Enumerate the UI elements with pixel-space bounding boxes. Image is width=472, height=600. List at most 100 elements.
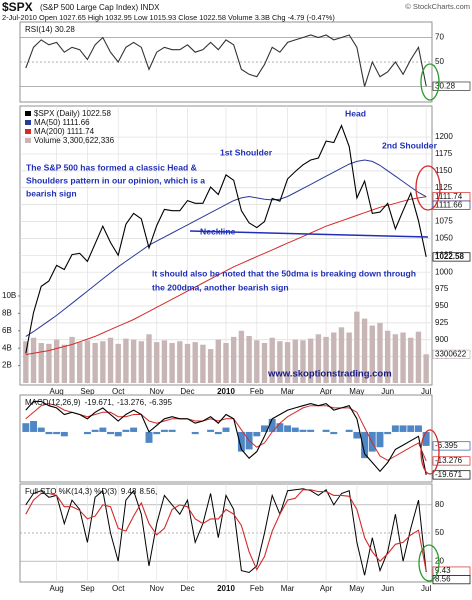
volume-bar [130, 339, 137, 383]
y-tick-label: 1000 [435, 267, 453, 276]
histogram-bar [91, 429, 99, 432]
volume-bar [377, 322, 383, 383]
series-line [25, 196, 427, 356]
x-tick-label: Sep [80, 584, 95, 593]
volume-bar [154, 342, 160, 383]
annotation: Neckline [200, 226, 236, 236]
legend-label: 8.56, [139, 487, 157, 496]
series-line [25, 400, 427, 476]
series-line [25, 488, 427, 576]
histogram-bar [145, 431, 153, 443]
y2-tick-label: 6B [2, 326, 12, 335]
value-label-box [432, 252, 471, 262]
x-tick-label: Jun [381, 584, 394, 593]
histogram-bar [322, 429, 330, 432]
histogram-bar [361, 431, 369, 459]
histogram-bar [22, 423, 30, 432]
volume-bar [123, 338, 129, 383]
histogram-bar [422, 431, 430, 446]
volume-bar [146, 334, 152, 383]
volume-bar [215, 339, 221, 383]
volume-bar [392, 334, 399, 383]
panel-title: MACD(12,26,9) [25, 398, 81, 407]
histogram-bar [345, 429, 353, 432]
series-line [25, 489, 427, 572]
volume-bar [246, 336, 252, 383]
value-label: -13.276 [435, 456, 463, 465]
histogram-bar [191, 431, 199, 435]
volume-bar [369, 325, 375, 383]
histogram-bar [237, 431, 245, 452]
histogram-bar [99, 427, 107, 432]
legend-label: 9.43 [121, 487, 137, 496]
x-tick-label: Feb [250, 584, 264, 593]
x-tick-label: Jun [381, 387, 394, 396]
annotation: bearish sign [26, 188, 77, 198]
histogram-bar [391, 425, 399, 432]
highlight [415, 165, 441, 211]
volume-bar [77, 342, 83, 383]
histogram-bar [130, 427, 138, 432]
histogram-bar [153, 431, 161, 435]
histogram-bar [30, 421, 38, 432]
series-line [25, 159, 427, 337]
value-label: -19.671 [435, 470, 463, 479]
legend-label: Volume 3,300,622,336 [34, 136, 115, 145]
volume-bar [207, 349, 214, 383]
y-tick-label: 50 [435, 57, 444, 66]
legend-label: -6.395 [149, 398, 172, 407]
symbol: $SPX [2, 0, 33, 14]
volume-bar [307, 338, 314, 383]
x-tick-label: Sep [80, 387, 95, 396]
histogram-bar [399, 425, 407, 432]
volume-bar [161, 340, 168, 383]
series-line [25, 403, 427, 462]
volume-bar [30, 337, 37, 383]
y2-tick-label: 10B [2, 291, 16, 300]
value-label-box [432, 456, 471, 466]
x-tick-label: Nov [150, 387, 164, 396]
histogram-bar [384, 431, 392, 435]
value-label-box [432, 349, 471, 359]
highlight [420, 63, 440, 101]
volume-bar [46, 343, 52, 383]
x-tick-label: Feb [250, 387, 264, 396]
neckline [189, 230, 429, 238]
volume-bar [107, 337, 114, 383]
symbol-name: (S&P 500 Large Cap Index) INDX [40, 3, 160, 12]
annotation: Shoulders pattern in our opinion, which … [26, 175, 205, 185]
x-tick-label: Aug [50, 387, 64, 396]
histogram-bar [261, 425, 268, 432]
histogram-bar [45, 431, 53, 435]
value-label-box [432, 81, 471, 91]
histogram-bar [83, 431, 91, 435]
legend-label: MA(50) 1111.66 [34, 118, 90, 127]
histogram-bar [37, 427, 45, 432]
histogram-bar [307, 429, 315, 432]
series-line [25, 124, 427, 354]
histogram-bar [353, 431, 361, 439]
y-tick-label: 950 [435, 301, 449, 310]
x-tick-label: Oct [112, 584, 125, 593]
volume-bar [292, 339, 298, 383]
volume-bar [331, 332, 337, 383]
legend-swatch [25, 129, 31, 134]
website: www.skoptionstrading.com [267, 369, 392, 380]
volume-bar [400, 332, 406, 383]
histogram-bar [114, 431, 122, 437]
highlight [418, 544, 440, 582]
annotation: It should also be noted that the 50dma i… [152, 268, 416, 278]
histogram-bar [291, 427, 299, 432]
volume-bar [384, 330, 391, 383]
volume-bar [361, 318, 368, 383]
x-tick-label: Mar [281, 387, 295, 396]
volume-bar [53, 339, 60, 383]
volume-bar [200, 344, 206, 383]
x-tick-label: Jul [421, 387, 431, 396]
source: © StockCharts.com [405, 2, 470, 11]
x-tick-label: Aug [50, 584, 64, 593]
volume-bar [323, 336, 329, 383]
histogram-bar [284, 425, 292, 432]
volume-bar [269, 337, 275, 383]
